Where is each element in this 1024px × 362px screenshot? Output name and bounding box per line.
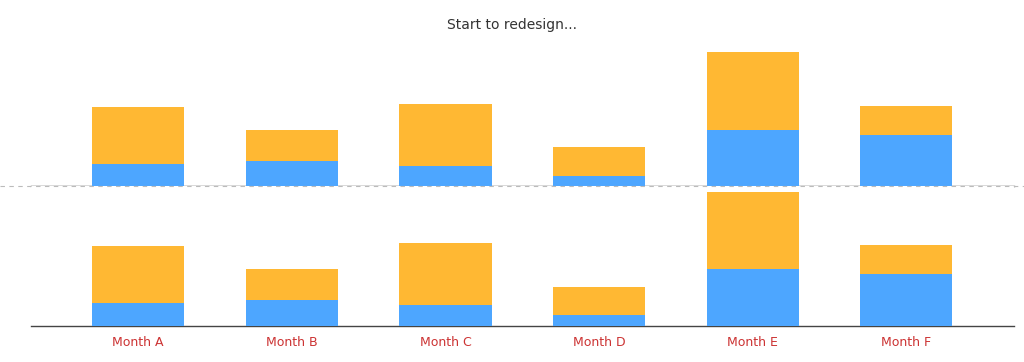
Bar bbox=[553, 147, 645, 176]
Bar bbox=[399, 166, 492, 186]
Bar bbox=[553, 287, 645, 315]
Bar bbox=[860, 245, 952, 274]
Bar bbox=[707, 269, 799, 326]
Bar bbox=[707, 130, 799, 186]
Bar bbox=[246, 130, 338, 161]
Bar bbox=[92, 303, 184, 326]
Bar bbox=[553, 176, 645, 186]
Bar bbox=[92, 164, 184, 186]
Bar bbox=[246, 300, 338, 326]
Text: Start to redesign...: Start to redesign... bbox=[447, 18, 577, 32]
Bar bbox=[92, 246, 184, 303]
Bar bbox=[860, 274, 952, 326]
Bar bbox=[246, 269, 338, 300]
Bar bbox=[553, 315, 645, 326]
Bar bbox=[860, 135, 952, 186]
Bar bbox=[707, 52, 799, 130]
Bar bbox=[860, 106, 952, 135]
Bar bbox=[399, 243, 492, 305]
Bar bbox=[707, 191, 799, 269]
Bar bbox=[399, 104, 492, 166]
Bar bbox=[399, 305, 492, 326]
Bar bbox=[246, 161, 338, 186]
Bar bbox=[92, 107, 184, 164]
